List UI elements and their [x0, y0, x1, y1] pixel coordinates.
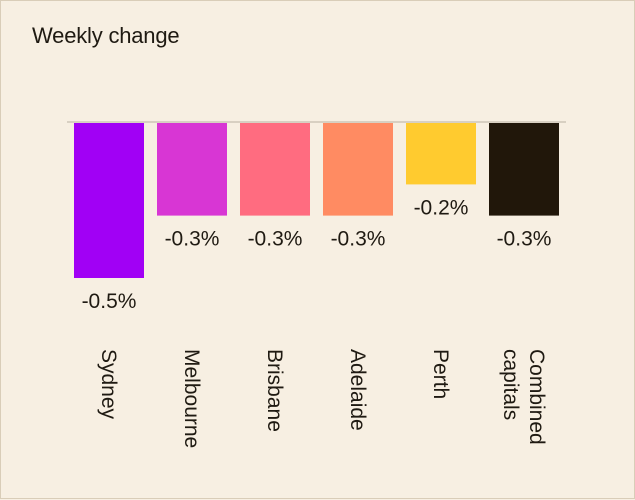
bar-sydney: [74, 122, 144, 278]
bar-melbourne: [157, 122, 227, 216]
category-label: Adelaide: [346, 349, 369, 431]
bar-perth: [406, 122, 476, 185]
category-label: Sydney: [97, 349, 120, 420]
category-label-line: capitals: [499, 349, 522, 420]
category-label-line: Brisbane: [263, 349, 286, 432]
category-label-line: Perth: [429, 349, 452, 399]
category-label: Brisbane: [263, 349, 286, 432]
value-label: -0.3%: [165, 228, 220, 251]
chart-title: Weekly change: [32, 23, 180, 48]
bar-brisbane: [240, 122, 310, 216]
value-label: -0.3%: [331, 228, 386, 251]
bar-adelaide: [323, 122, 393, 216]
category-label-line: Combined: [525, 349, 548, 445]
category-label-line: Adelaide: [346, 349, 369, 431]
category-label-line: Sydney: [97, 349, 120, 420]
value-label: -0.2%: [414, 196, 469, 219]
value-label: -0.3%: [497, 228, 552, 251]
value-label: -0.3%: [248, 228, 303, 251]
category-label-line: Melbourne: [180, 349, 203, 448]
category-label: Perth: [429, 349, 452, 399]
bar-combined-capitals: [489, 122, 559, 216]
value-label: -0.5%: [82, 290, 137, 313]
category-label: Melbourne: [180, 349, 203, 448]
